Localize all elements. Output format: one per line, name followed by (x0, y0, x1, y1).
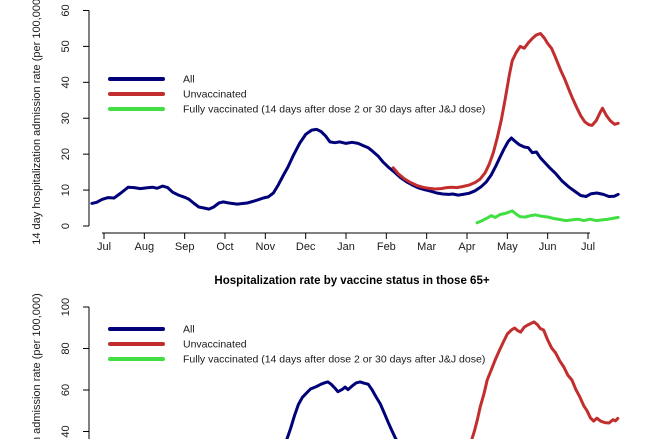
legend-label: Unvaccinated (183, 88, 247, 100)
x-tick-label: Sep (175, 241, 195, 253)
y-tick-label: 40 (60, 76, 72, 88)
series-line-all (90, 127, 620, 211)
y-tick-label: 30 (60, 112, 72, 124)
series-line-unvaccinated (470, 320, 620, 439)
chart-title: Hospitalization rate by vaccine status i… (214, 275, 489, 287)
y-tick-label: 0 (60, 223, 72, 229)
y-tick-label: 50 (60, 40, 72, 52)
series-line-all (285, 380, 398, 439)
y-tick-label: 60 (60, 4, 72, 16)
y-tick-label: 20 (60, 148, 72, 160)
x-tick-label: Nov (256, 241, 276, 253)
y-axis-title: 14 day hospitalization admission rate (p… (31, 0, 43, 245)
x-tick-label: Dec (296, 241, 316, 253)
x-tick-label: Oct (216, 241, 233, 253)
y-tick-label: 10 (60, 184, 72, 196)
x-tick-label: Feb (377, 241, 396, 253)
y-tick-label: 80 (60, 342, 72, 354)
x-tick-label: Apr (458, 241, 475, 253)
legend-label: Fully vaccinated (14 days after dose 2 o… (183, 103, 485, 115)
series-line-unvaccinated (391, 32, 620, 191)
y-tick-label: 40 (60, 425, 72, 437)
x-tick-label: Jul (581, 241, 595, 253)
y-axis-title: 14 day hospitalization admission rate (p… (31, 293, 43, 439)
y-tick-label: 100 (60, 298, 72, 316)
legend-label: All (183, 323, 195, 335)
y-tick-label: 60 (60, 384, 72, 396)
x-tick-label: Jan (337, 241, 355, 253)
x-tick-label: Jun (539, 241, 557, 253)
chart-bottom-65plus: Hospitalization rate by vaccine status i… (31, 275, 620, 439)
legend-label: Fully vaccinated (14 days after dose 2 o… (183, 353, 485, 365)
x-tick-label: May (497, 241, 518, 253)
series-line-fully-vaccinated (475, 209, 620, 225)
x-tick-label: Mar (417, 241, 436, 253)
x-tick-label: Jul (97, 241, 111, 253)
x-tick-label: Aug (135, 241, 155, 253)
chart-top-all-ages: 0 10 20 30 40 50 60 14 day hospitalization admi… (31, 0, 620, 253)
legend-label: All (183, 73, 195, 85)
legend-label: Unvaccinated (183, 338, 247, 350)
